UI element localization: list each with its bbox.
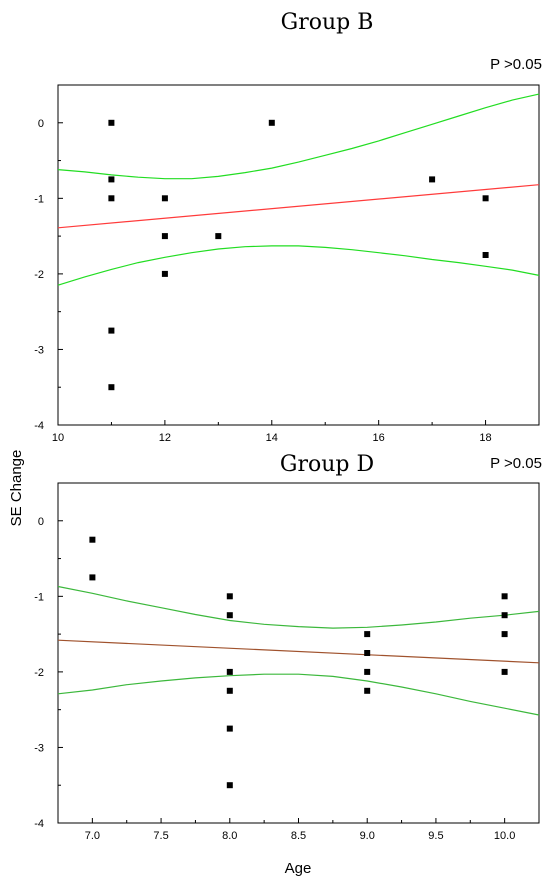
data-point (108, 119, 115, 126)
plot-frame (57, 482, 540, 824)
x-tick-label: 9.0 (360, 830, 375, 842)
data-point (501, 631, 508, 638)
fit-line (57, 639, 540, 664)
data-point (161, 270, 168, 277)
x-tick-label: 7.5 (153, 830, 168, 842)
regression-line (57, 184, 540, 229)
data-point (108, 195, 115, 202)
y-tick-label: -4 (34, 420, 44, 432)
data-point (89, 536, 96, 543)
y-tick-label: -4 (34, 818, 44, 830)
data-point (108, 384, 115, 391)
y-axis: 0 -1 -2 -3 -4 (34, 482, 63, 830)
data-point (226, 725, 233, 732)
x-axis: 10 12 14 16 18 (52, 420, 492, 444)
x-tick-label: 8.5 (291, 830, 306, 842)
data-point (161, 233, 168, 240)
x-tick-label: 8.0 (222, 830, 237, 842)
data-point (501, 612, 508, 619)
data-point (429, 176, 436, 183)
x-tick-label: 10 (52, 432, 64, 444)
chart-title: Group B (281, 10, 374, 35)
data-point (501, 593, 508, 600)
y-tick-label: -3 (34, 742, 44, 754)
confidence-band-upper (57, 93, 540, 180)
y-axis-label: SE Change (8, 450, 25, 527)
x-tick-label: 9.5 (428, 830, 443, 842)
x-tick-label: 16 (373, 432, 385, 444)
data-point (501, 668, 508, 675)
data-point (482, 195, 489, 202)
chart-title: Group D (280, 452, 374, 477)
data-point (161, 195, 168, 202)
confidence-band-upper (57, 585, 540, 629)
data-point (226, 668, 233, 675)
fit-line (57, 184, 540, 229)
confidence-band-lower (57, 245, 540, 286)
data-point (89, 574, 96, 581)
y-tick-label: -3 (34, 344, 44, 356)
x-axis-label: Age (285, 860, 312, 877)
confidence-band (57, 585, 540, 716)
y-tick-label: -1 (34, 591, 44, 603)
x-tick-label: 12 (159, 432, 171, 444)
data-point (482, 252, 489, 258)
confidence-band-lower (57, 673, 540, 716)
chart-group-d: Group D P >0.05 7.0 7.5 8.0 8.5 9.0 9.5 10.0 0… (34, 452, 542, 842)
x-axis: 7.0 7.5 8.0 8.5 9.0 9.5 10.0 (85, 818, 515, 842)
x-tick-label: 18 (479, 432, 491, 444)
plot-frame (57, 84, 540, 426)
data-point (226, 782, 233, 789)
data-point (364, 687, 371, 694)
data-point (226, 612, 233, 619)
p-value-annotation: P >0.05 (490, 56, 542, 73)
y-tick-label: 0 (38, 118, 44, 130)
data-point (364, 650, 371, 656)
y-axis: 0 -1 -2 -3 -4 (34, 84, 63, 432)
regression-line (57, 639, 540, 664)
data-points (108, 119, 489, 391)
x-tick-label: 7.0 (85, 830, 100, 842)
data-point (364, 668, 371, 675)
data-point (108, 327, 115, 334)
data-point (364, 631, 371, 638)
data-point (215, 233, 222, 240)
data-point (226, 687, 233, 694)
y-tick-label: -2 (34, 667, 44, 679)
data-point (108, 176, 115, 183)
p-value-annotation: P >0.05 (490, 455, 542, 472)
data-points (89, 536, 508, 789)
x-tick-label: 10.0 (494, 830, 515, 842)
chart-group-b: Group B P >0.05 10 12 14 16 18 0 -1 -2 -3 -4 (34, 10, 542, 444)
x-tick-label: 14 (266, 432, 278, 444)
confidence-band (57, 93, 540, 286)
data-point (268, 119, 275, 126)
data-point (226, 593, 233, 600)
y-tick-label: 0 (38, 516, 44, 528)
y-tick-label: -1 (34, 193, 44, 205)
y-tick-label: -2 (34, 269, 44, 281)
